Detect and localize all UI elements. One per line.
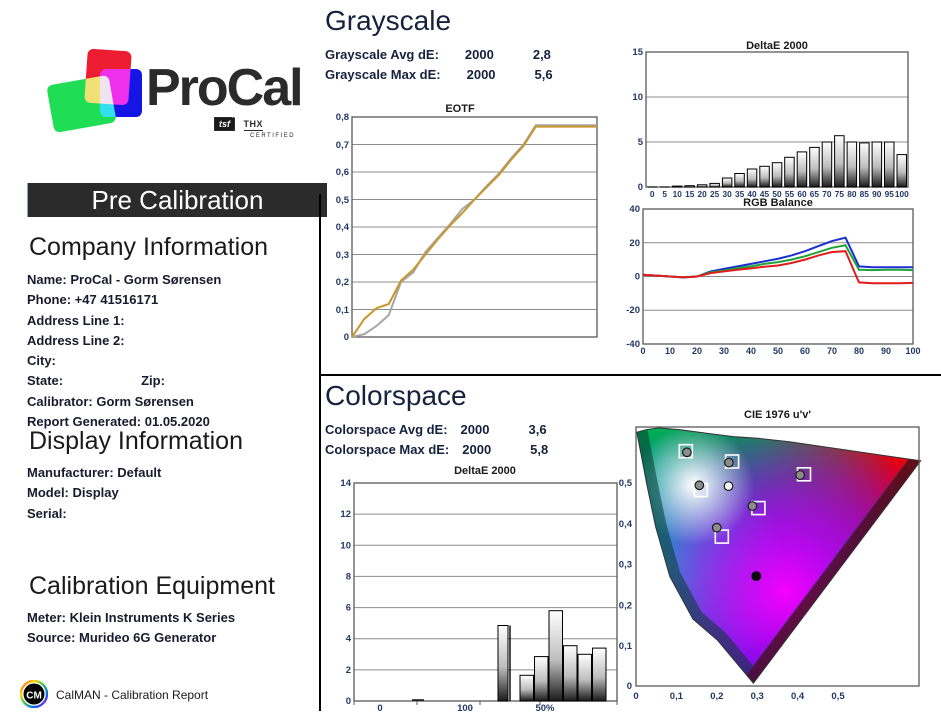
- svg-text:6: 6: [346, 603, 351, 614]
- svg-text:0: 0: [346, 696, 351, 707]
- svg-text:0,3: 0,3: [619, 560, 632, 571]
- svg-text:0,7: 0,7: [336, 140, 349, 151]
- svg-text:0,2: 0,2: [619, 600, 632, 611]
- svg-text:CIE 1976 u'v': CIE 1976 u'v': [744, 409, 811, 421]
- svg-text:8: 8: [346, 571, 351, 582]
- svg-text:RGB Balance: RGB Balance: [743, 197, 813, 209]
- svg-text:0,2: 0,2: [710, 691, 723, 702]
- svg-text:CM: CM: [26, 691, 42, 702]
- svg-text:50%: 50%: [535, 703, 555, 714]
- svg-text:100: 100: [905, 346, 920, 356]
- svg-text:-20: -20: [626, 305, 640, 316]
- svg-text:70: 70: [827, 346, 837, 356]
- svg-text:2: 2: [346, 665, 351, 676]
- svg-text:0,6: 0,6: [336, 167, 349, 178]
- svg-text:90: 90: [881, 346, 891, 356]
- svg-text:0,1: 0,1: [670, 691, 684, 702]
- svg-text:50: 50: [773, 346, 783, 356]
- svg-text:-40: -40: [626, 339, 640, 350]
- svg-text:0,1: 0,1: [619, 641, 633, 652]
- svg-text:0,4: 0,4: [791, 691, 805, 702]
- svg-text:0: 0: [635, 272, 640, 283]
- svg-text:0: 0: [627, 681, 632, 692]
- svg-text:0: 0: [633, 691, 638, 702]
- svg-text:100: 100: [457, 703, 473, 714]
- svg-text:0,1: 0,1: [336, 305, 350, 316]
- svg-text:DeltaE 2000: DeltaE 2000: [454, 465, 516, 477]
- svg-text:10: 10: [340, 540, 351, 551]
- svg-text:0,5: 0,5: [831, 691, 845, 702]
- svg-text:EOTF: EOTF: [445, 103, 475, 115]
- svg-text:40: 40: [629, 204, 640, 215]
- svg-text:15: 15: [632, 47, 643, 58]
- svg-text:10: 10: [665, 346, 675, 356]
- svg-text:10: 10: [632, 92, 643, 103]
- svg-text:80: 80: [854, 346, 864, 356]
- svg-text:0: 0: [638, 182, 643, 193]
- svg-text:20: 20: [629, 238, 640, 249]
- svg-text:5: 5: [638, 137, 644, 148]
- svg-text:0: 0: [377, 703, 382, 714]
- svg-text:0,3: 0,3: [336, 250, 349, 261]
- svg-text:4: 4: [346, 634, 352, 645]
- svg-text:40: 40: [746, 346, 756, 356]
- svg-text:12: 12: [340, 509, 351, 520]
- svg-text:DeltaE 2000: DeltaE 2000: [746, 40, 808, 52]
- svg-text:0,4: 0,4: [619, 519, 633, 530]
- svg-text:0: 0: [344, 332, 349, 340]
- svg-text:30: 30: [719, 346, 729, 356]
- svg-text:60: 60: [800, 346, 810, 356]
- svg-text:14: 14: [340, 478, 351, 489]
- svg-text:0,5: 0,5: [619, 478, 633, 489]
- svg-text:0: 0: [640, 346, 645, 356]
- svg-text:20: 20: [692, 346, 702, 356]
- svg-text:0,5: 0,5: [336, 195, 350, 206]
- svg-text:0,3: 0,3: [751, 691, 764, 702]
- svg-text:0,4: 0,4: [336, 222, 350, 233]
- svg-text:0,8: 0,8: [336, 112, 349, 123]
- svg-text:0,2: 0,2: [336, 277, 349, 288]
